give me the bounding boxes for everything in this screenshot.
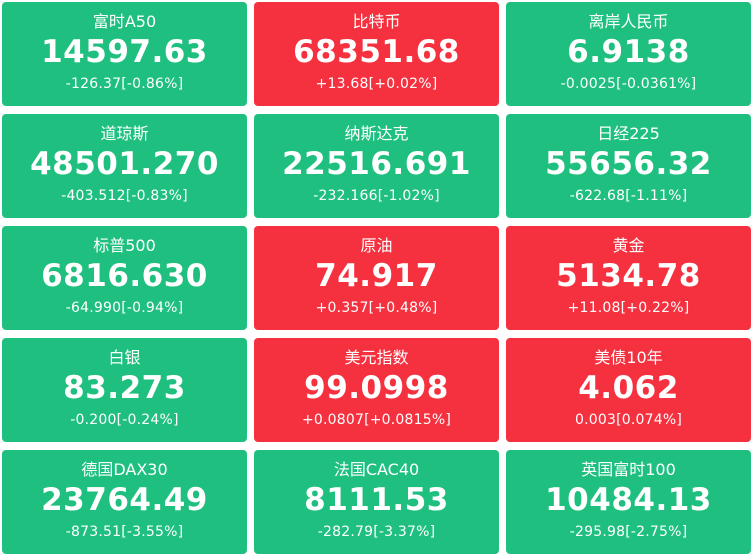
quote-change: +0.0807[+0.0815%] bbox=[301, 412, 452, 428]
quote-tile-gold[interactable]: 黄金 5134.78 +11.08[+0.22%] bbox=[506, 226, 751, 330]
quote-change: 0.003[0.074%] bbox=[575, 412, 682, 428]
quote-name: 法国CAC40 bbox=[333, 460, 420, 479]
quote-tile-cac40[interactable]: 法国CAC40 8111.53 -282.79[-3.37%] bbox=[254, 450, 499, 554]
quote-name: 离岸人民币 bbox=[588, 12, 669, 31]
quote-tile-ftse100[interactable]: 英国富时100 10484.13 -295.98[-2.75%] bbox=[506, 450, 751, 554]
quote-price: 55656.32 bbox=[545, 146, 712, 182]
quote-name: 黄金 bbox=[612, 236, 645, 255]
quote-name: 英国富时100 bbox=[581, 460, 676, 479]
quote-change: +0.357[+0.48%] bbox=[315, 300, 438, 316]
quote-price: 5134.78 bbox=[556, 258, 701, 294]
quote-change: -0.0025[-0.0361%] bbox=[560, 76, 697, 92]
quote-change: -873.51[-3.55%] bbox=[65, 524, 184, 540]
quote-name: 道琼斯 bbox=[100, 124, 149, 143]
quote-price: 6816.630 bbox=[41, 258, 208, 294]
quote-name: 富时A50 bbox=[92, 12, 157, 31]
quote-price: 14597.63 bbox=[41, 34, 208, 70]
quote-name: 标普500 bbox=[93, 236, 156, 255]
quote-price: 48501.270 bbox=[30, 146, 219, 182]
quote-change: -403.512[-0.83%] bbox=[61, 188, 188, 204]
quote-price: 4.062 bbox=[578, 370, 679, 406]
quote-tile-offshore-rmb[interactable]: 离岸人民币 6.9138 -0.0025[-0.0361%] bbox=[506, 2, 751, 106]
quote-change: -622.68[-1.11%] bbox=[569, 188, 688, 204]
quote-price: 99.0998 bbox=[304, 370, 449, 406]
quote-price: 68351.68 bbox=[293, 34, 460, 70]
quote-name: 白银 bbox=[108, 348, 141, 367]
quote-change: +13.68[+0.02%] bbox=[315, 76, 438, 92]
quote-change: -0.200[-0.24%] bbox=[70, 412, 179, 428]
quote-name: 德国DAX30 bbox=[81, 460, 168, 479]
quote-tile-sp500[interactable]: 标普500 6816.630 -64.990[-0.94%] bbox=[2, 226, 247, 330]
quote-price: 8111.53 bbox=[304, 482, 449, 518]
quote-change: -295.98[-2.75%] bbox=[569, 524, 688, 540]
quote-name: 原油 bbox=[360, 236, 393, 255]
quote-name: 比特币 bbox=[352, 12, 401, 31]
quote-tile-us-10y-treasury[interactable]: 美债10年 4.062 0.003[0.074%] bbox=[506, 338, 751, 442]
quote-name: 纳斯达克 bbox=[344, 124, 409, 143]
quote-change: +11.08[+0.22%] bbox=[567, 300, 690, 316]
quote-price: 83.273 bbox=[63, 370, 186, 406]
quote-tile-crude-oil[interactable]: 原油 74.917 +0.357[+0.48%] bbox=[254, 226, 499, 330]
quote-tile-silver[interactable]: 白银 83.273 -0.200[-0.24%] bbox=[2, 338, 247, 442]
quote-price: 74.917 bbox=[315, 258, 438, 294]
quote-tile-nikkei-225[interactable]: 日经225 55656.32 -622.68[-1.11%] bbox=[506, 114, 751, 218]
quote-price: 22516.691 bbox=[282, 146, 471, 182]
quote-name: 美元指数 bbox=[344, 348, 409, 367]
quote-tile-nasdaq[interactable]: 纳斯达克 22516.691 -232.166[-1.02%] bbox=[254, 114, 499, 218]
quote-name: 日经225 bbox=[597, 124, 660, 143]
quote-tile-dollar-index[interactable]: 美元指数 99.0998 +0.0807[+0.0815%] bbox=[254, 338, 499, 442]
quote-change: -232.166[-1.02%] bbox=[313, 188, 440, 204]
quote-change: -282.79[-3.37%] bbox=[317, 524, 436, 540]
quote-tile-dax30[interactable]: 德国DAX30 23764.49 -873.51[-3.55%] bbox=[2, 450, 247, 554]
quote-change: -64.990[-0.94%] bbox=[65, 300, 184, 316]
quote-price: 6.9138 bbox=[567, 34, 690, 70]
quote-name: 美债10年 bbox=[594, 348, 663, 367]
quote-change: -126.37[-0.86%] bbox=[65, 76, 184, 92]
quote-price: 23764.49 bbox=[41, 482, 208, 518]
quote-tile-ftse-china-a50[interactable]: 富时A50 14597.63 -126.37[-0.86%] bbox=[2, 2, 247, 106]
quote-tile-bitcoin[interactable]: 比特币 68351.68 +13.68[+0.02%] bbox=[254, 2, 499, 106]
quote-tile-dow-jones[interactable]: 道琼斯 48501.270 -403.512[-0.83%] bbox=[2, 114, 247, 218]
quote-price: 10484.13 bbox=[545, 482, 712, 518]
